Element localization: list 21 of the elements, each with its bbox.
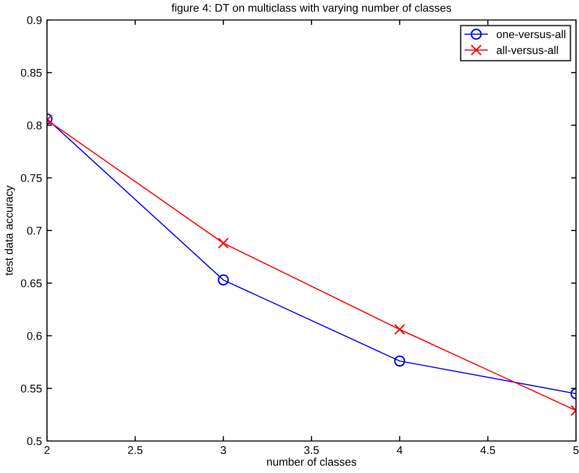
x-tick-label: 2 [44,446,50,454]
x-tick-label: 3 [220,446,226,454]
y-tick-label: 0.7 [27,226,42,235]
y-axis-title: test data accuracy [4,185,15,276]
x-tick-label: 4.5 [480,446,496,454]
chart-title: figure 4: DT on multiclass with varying number of classes [172,4,452,14]
x-tick-label: 3.5 [304,446,319,454]
y-tick-label: 0.65 [20,279,42,288]
y-tick-label: 0.8 [27,122,42,130]
x-tick-label: 4 [396,446,402,454]
x-tick-label: 2.5 [128,446,142,454]
y-tick-label: 0.75 [20,174,42,182]
x-axis-title: number of classes [267,458,356,466]
legend-label: all-versus-all [496,46,558,54]
x-tick-label: 5 [573,446,579,454]
y-tick-label: 0.85 [20,68,42,77]
legend-label: one-versus-all [496,30,566,38]
y-tick-label: 0.9 [27,16,42,24]
y-tick-label: 0.55 [20,384,42,393]
y-tick-label: 0.6 [27,332,42,340]
y-tick-label: 0.5 [27,437,42,446]
